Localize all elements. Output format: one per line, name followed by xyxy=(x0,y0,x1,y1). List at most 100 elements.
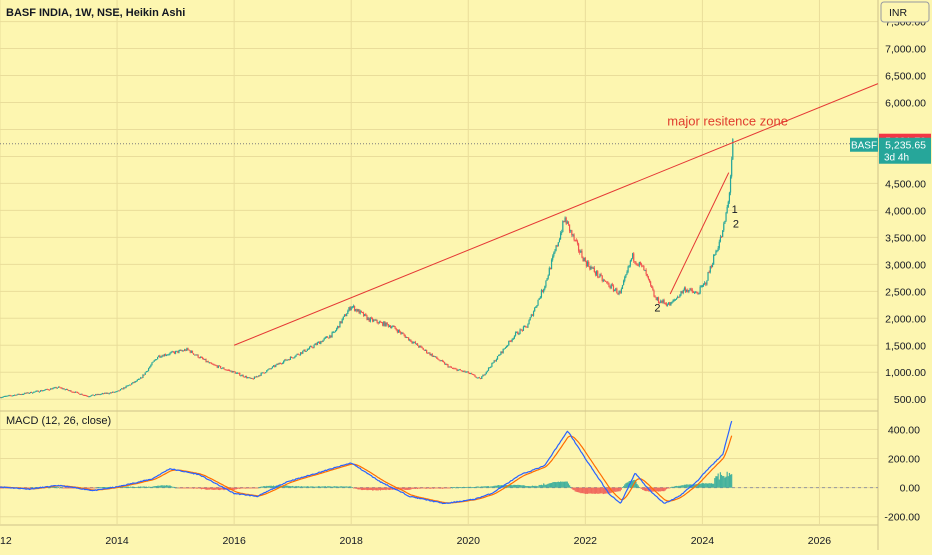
candle-body xyxy=(220,366,222,369)
x-tick-label: 2012 xyxy=(0,535,12,547)
candle-body xyxy=(66,388,69,391)
candle-body xyxy=(374,319,376,321)
histogram-bar xyxy=(382,487,384,491)
candle-body xyxy=(126,385,128,387)
candle-body xyxy=(628,265,630,267)
histogram-bar xyxy=(548,483,550,488)
candle-body xyxy=(570,230,572,232)
candle-body xyxy=(675,298,678,300)
currency-button[interactable]: INR xyxy=(880,1,930,23)
candle-body xyxy=(222,367,224,369)
candle-body xyxy=(223,367,225,370)
candle-body xyxy=(178,350,180,353)
candle-body xyxy=(355,309,357,311)
candle-body xyxy=(111,391,114,393)
histogram-bar xyxy=(28,487,30,489)
candle-body xyxy=(630,258,633,261)
candle-body xyxy=(400,331,402,334)
candle-body xyxy=(206,361,208,363)
histogram-bar xyxy=(546,484,548,488)
candle-body xyxy=(583,257,585,262)
candle-body xyxy=(547,275,549,279)
histogram-bar xyxy=(0,487,2,489)
candle-body xyxy=(113,391,115,393)
candle-body xyxy=(456,368,458,371)
candle-body xyxy=(633,253,635,262)
candle-body xyxy=(236,372,239,374)
candle-body xyxy=(541,290,544,293)
macd-line xyxy=(0,420,733,505)
candle-body xyxy=(391,326,393,328)
candle-body xyxy=(396,330,398,333)
histogram-bar xyxy=(158,485,160,488)
candle-body xyxy=(348,307,350,311)
candle-body xyxy=(226,369,228,371)
candle-body xyxy=(68,390,70,392)
candle-body xyxy=(277,363,279,365)
candle-body xyxy=(46,388,48,390)
histogram-bar xyxy=(478,486,481,488)
candle-body xyxy=(455,368,457,370)
candle-body xyxy=(405,337,407,339)
y-tick-label: 4,500.00 xyxy=(885,178,926,190)
candle-body xyxy=(458,369,460,371)
histogram-bar xyxy=(315,486,317,488)
candle-body xyxy=(614,289,616,292)
x-tick-label: 2024 xyxy=(691,535,715,547)
histogram-bar xyxy=(484,486,486,488)
histogram-bar xyxy=(366,487,368,491)
histogram-bar xyxy=(601,487,603,494)
histogram-bar xyxy=(528,486,530,488)
histogram-bar xyxy=(547,483,549,488)
histogram-bar xyxy=(59,487,61,489)
histogram-bar xyxy=(274,486,276,488)
histogram-bar xyxy=(593,487,595,494)
histogram-bar xyxy=(598,487,600,494)
candle-body xyxy=(480,378,482,380)
histogram-bar xyxy=(659,487,661,492)
histogram-bar xyxy=(253,487,255,489)
histogram-bar xyxy=(566,481,568,488)
histogram-bar xyxy=(226,487,228,490)
candle-body xyxy=(203,358,205,360)
candle-body xyxy=(556,245,558,247)
histogram-bar xyxy=(308,486,311,488)
histogram-bar xyxy=(611,487,613,493)
candle-body xyxy=(299,352,302,355)
candle-body xyxy=(284,359,286,362)
candle-body xyxy=(691,289,693,292)
candle-body xyxy=(357,309,359,312)
histogram-bar xyxy=(457,487,459,489)
histogram-bar xyxy=(616,487,618,492)
histogram-bar xyxy=(302,486,304,488)
histogram-bar xyxy=(185,487,187,489)
candle-body xyxy=(59,386,61,388)
candle-body xyxy=(64,389,66,391)
candle-body xyxy=(376,319,378,323)
candle-body xyxy=(688,290,690,292)
x-tick-label: 2022 xyxy=(574,535,598,547)
candle-body xyxy=(655,297,657,301)
candle-body xyxy=(155,359,158,361)
histogram-bar xyxy=(270,485,272,488)
candle-body xyxy=(81,393,83,395)
histogram-bar xyxy=(570,486,572,488)
candle-body xyxy=(186,348,188,351)
histogram-bar xyxy=(699,483,701,488)
candle-body xyxy=(54,387,56,389)
histogram-bar xyxy=(680,485,682,488)
histogram-bar xyxy=(124,486,126,488)
histogram-bar xyxy=(56,487,59,489)
histogram-bar xyxy=(724,477,726,488)
histogram-bar xyxy=(147,486,150,488)
candle-body xyxy=(196,354,198,356)
candle-body xyxy=(505,346,508,348)
candle-body xyxy=(406,337,409,339)
wave-label: 1 xyxy=(732,204,738,216)
candle-body xyxy=(537,299,539,306)
candle-body xyxy=(341,319,343,324)
histogram-bar xyxy=(535,485,537,488)
histogram-bar xyxy=(369,487,371,491)
